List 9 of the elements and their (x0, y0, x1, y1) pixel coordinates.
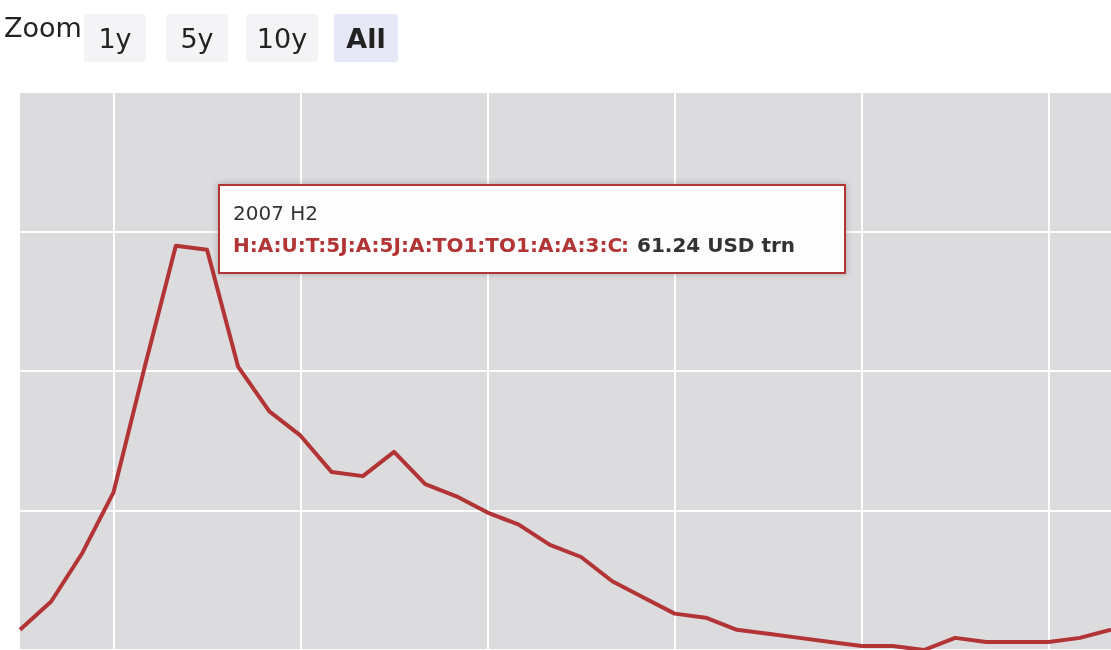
text: 10y (256, 22, 308, 54)
text: Zoom (4, 12, 82, 43)
annotation: 61.24 USD trn (637, 233, 796, 257)
annotation: : (621, 233, 629, 257)
text: 5y (180, 22, 214, 54)
text: 1y (98, 22, 132, 54)
series-label: H:A:U:T:5J:A:5J:A:TO1:TO1:A:A:3:C (233, 233, 623, 257)
text: 2007 H2 (233, 201, 319, 225)
text: All (346, 22, 386, 54)
